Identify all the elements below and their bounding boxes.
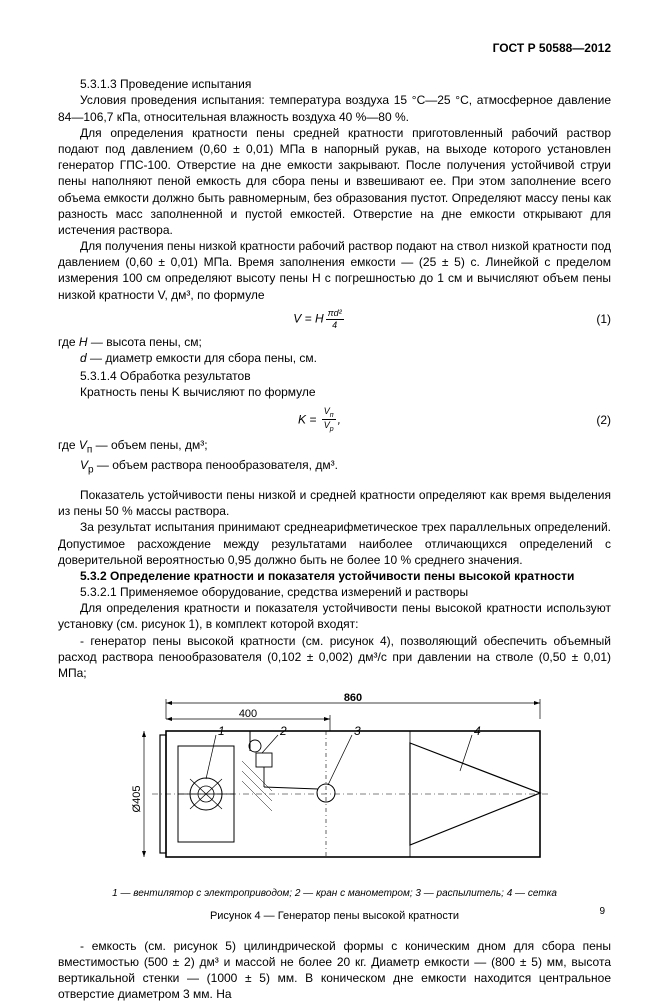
page-number: 9 (599, 905, 605, 919)
dim-label: Ø405 (131, 786, 143, 813)
numerator: Vп (322, 407, 336, 421)
body-text: Кратность пены K вычисляют по формуле (58, 384, 611, 400)
fraction: VпVр (322, 407, 336, 434)
equation-number: (2) (581, 412, 611, 428)
page: ГОСТ Р 50588—2012 5.3.1.3 Проведение исп… (0, 0, 661, 936)
body-text: Для определения кратности пены средней к… (58, 125, 611, 238)
section-heading: 5.3.1.4 Обработка результатов (58, 368, 611, 384)
where-clause: d — диаметр емкости для сбора пены, см. (80, 350, 611, 366)
figure-label: 2 (279, 724, 287, 738)
equation-number: (1) (581, 311, 611, 327)
denominator: 4 (326, 320, 344, 330)
hatch (242, 761, 272, 811)
body-text: За результат испытания принимают среднеа… (58, 519, 611, 568)
where-clause: где H — высота пены, см; (58, 334, 611, 350)
figure-title: Рисунок 4 — Генератор пены высокой кратн… (58, 909, 611, 924)
formula-2: K = VпVр, (2) (58, 407, 611, 434)
dim-label: 860 (343, 692, 361, 704)
figure-label: 1 (218, 724, 225, 738)
section-heading: 5.3.2 Определение кратности и показателя… (58, 568, 611, 584)
list-item: - генератор пены высокой кратности (см. … (58, 633, 611, 682)
where-clause: где Vп — объем пены, дм³; (58, 437, 611, 457)
formula-1: V = Hπd²4 (1) (58, 309, 611, 330)
body-text: 5.3.2.1 Применяемое оборудование, средст… (58, 584, 611, 600)
figure-legend: 1 — вентилятор с электроприводом; 2 — кр… (58, 887, 611, 901)
where-clause: Vр — объем раствора пенообразователя, дм… (80, 457, 611, 477)
fraction: πd²4 (326, 309, 344, 330)
body-text: Условия проведения испытания: температур… (58, 92, 611, 124)
body-text: Для получения пены низкой кратности рабо… (58, 238, 611, 303)
formula-lhs: K = (298, 412, 320, 426)
figure-4: 860 400 (58, 691, 611, 923)
body-text: Для определения кратности и показателя у… (58, 600, 611, 632)
formula-expression: K = VпVр, (58, 407, 581, 434)
dim-label: 400 (238, 708, 256, 720)
denominator: Vр (322, 420, 336, 433)
formula-lhs: V = H (293, 311, 323, 325)
numerator: πd² (326, 309, 344, 320)
section-heading: 5.3.1.3 Проведение испытания (58, 76, 611, 92)
formula-expression: V = Hπd²4 (58, 309, 581, 330)
list-item: - емкость (см. рисунок 5) цилиндрической… (58, 938, 611, 1002)
generator-diagram: 860 400 (100, 691, 570, 881)
figure-label: 3 (354, 724, 361, 738)
body-text: Показатель устойчивости пены низкой и ср… (58, 487, 611, 519)
figure-label: 4 (474, 724, 481, 738)
doc-header: ГОСТ Р 50588—2012 (58, 40, 611, 56)
